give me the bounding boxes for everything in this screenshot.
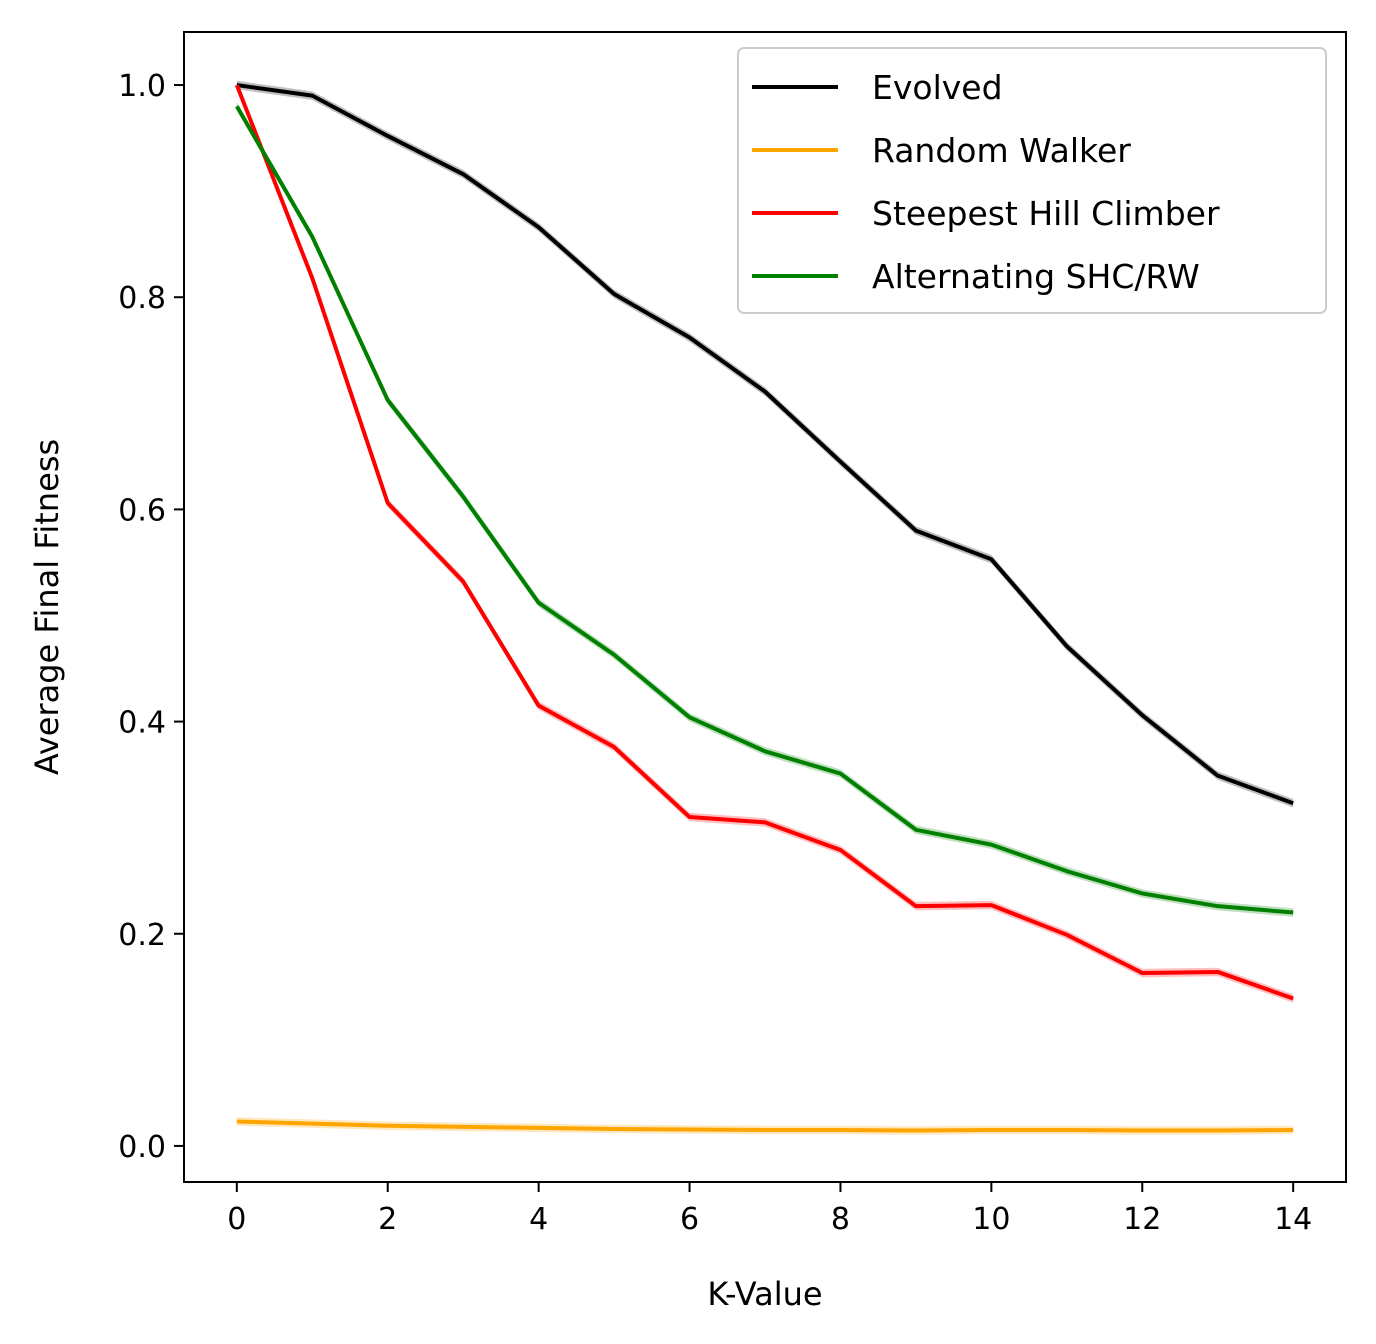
- y-tick-label: 0.8: [118, 281, 166, 316]
- x-tick-label: 4: [529, 1202, 548, 1237]
- series-line: [236, 83, 1294, 806]
- legend-entry: Evolved: [872, 68, 1003, 107]
- series-line: [236, 1119, 1294, 1133]
- y-axis-ticks: 0.0 0.2 0.4 0.6 0.8 1.0: [118, 69, 184, 1165]
- legend-entry: Alternating SHC/RW: [872, 257, 1200, 296]
- y-tick-label: 1.0: [118, 69, 166, 104]
- series-band: [236, 80, 1294, 1003]
- series-line: [234, 84, 1294, 1001]
- x-tick-label: 6: [680, 1202, 699, 1237]
- x-tick-label: 14: [1274, 1202, 1312, 1237]
- x-tick-label: 2: [378, 1202, 397, 1237]
- x-tick-label: 10: [972, 1202, 1010, 1237]
- series-band: [236, 102, 1294, 917]
- y-tick-label: 0.6: [118, 493, 166, 528]
- y-tick-label: 0.4: [118, 706, 166, 741]
- legend: Evolved Random Walker Steepest Hill Climbe…: [737, 47, 1327, 314]
- x-axis-ticks: 0 2 4 6 8 10 12 14: [227, 1182, 1312, 1237]
- series-lines: [234, 83, 1294, 1133]
- y-tick-label: 0.0: [118, 1130, 166, 1165]
- y-axis-label: Average Final Fitness: [28, 439, 66, 775]
- legend-entry: Steepest Hill Climber: [872, 194, 1220, 233]
- x-tick-label: 8: [831, 1202, 850, 1237]
- y-tick-label: 0.2: [118, 918, 166, 953]
- plot-frame: [183, 31, 1347, 1183]
- legend-entry: Random Walker: [872, 131, 1131, 170]
- legend-box: [737, 47, 1327, 314]
- x-tick-label: 0: [227, 1202, 246, 1237]
- series-line: [235, 105, 1294, 915]
- x-tick-label: 12: [1123, 1202, 1161, 1237]
- x-axis-label: K-Value: [707, 1275, 822, 1313]
